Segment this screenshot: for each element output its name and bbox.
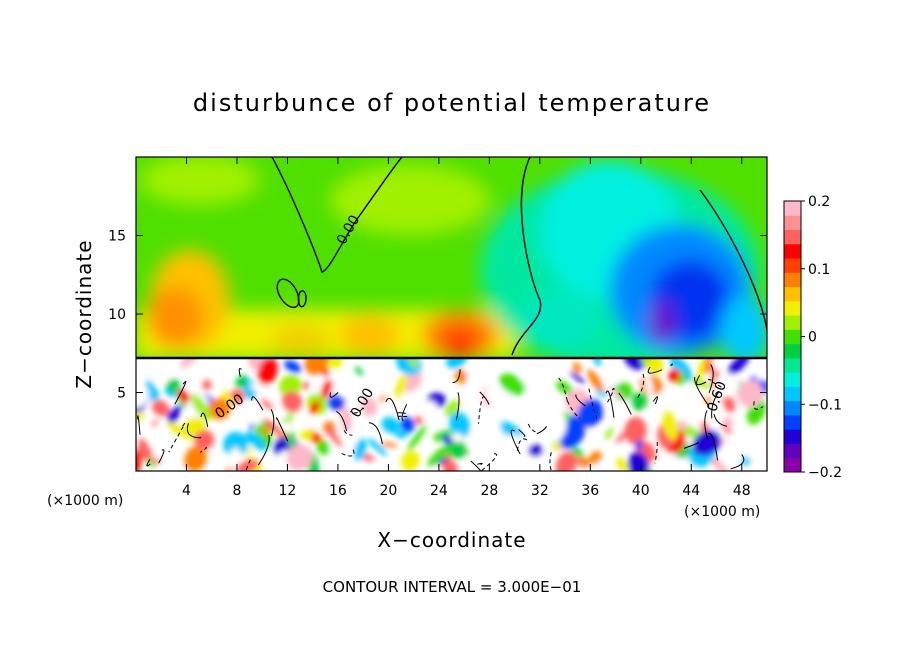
x-tick-label: 12 <box>279 483 297 499</box>
field-blob <box>340 315 400 355</box>
chart-title: disturbunce of potential temperature <box>193 89 711 117</box>
colorbar-swatch <box>784 244 801 259</box>
x-tick-label: 36 <box>581 483 599 499</box>
contour-line <box>397 413 405 414</box>
colorbar-swatch <box>784 272 801 287</box>
field-blob <box>270 324 330 356</box>
colorbar-swatch <box>784 215 801 230</box>
colorbar-tick-label: −0.2 <box>808 465 842 481</box>
field-blob <box>442 328 478 356</box>
y-tick-label: 15 <box>108 229 126 245</box>
field-blob <box>720 295 770 365</box>
x-unit-left: (×1000 m) <box>47 493 123 509</box>
colorbar-swatch <box>784 429 801 444</box>
colorbar-tick-label: 0.1 <box>808 262 830 278</box>
colorbar-swatch <box>784 386 801 401</box>
x-axis-label: X−coordinate <box>377 528 526 552</box>
colorbar-swatch <box>784 401 801 416</box>
colorbar-tick-label: −0.1 <box>808 397 842 413</box>
field-blob <box>140 155 260 205</box>
field-speck <box>650 460 657 472</box>
colorbar-swatch <box>784 315 801 330</box>
colorbar-swatch <box>784 329 801 344</box>
color-field <box>123 155 771 486</box>
colorbar-swatch <box>784 287 801 302</box>
field-blob <box>147 288 203 348</box>
colorbar-swatch <box>784 230 801 245</box>
colorbar-swatch <box>784 301 801 316</box>
x-unit-right: (×1000 m) <box>684 504 760 520</box>
x-tick-label: 16 <box>329 483 347 499</box>
x-tick-label: 28 <box>480 483 498 499</box>
colorbar-swatch <box>784 201 801 216</box>
x-tick-label: 8 <box>232 483 241 499</box>
colorbar-tick-label: 0.2 <box>808 194 830 210</box>
colorbar-swatch <box>784 415 801 430</box>
x-tick-label: 40 <box>632 483 650 499</box>
field-blob <box>520 290 600 350</box>
y-axis-label: Z−coordinate <box>72 239 96 388</box>
x-tick-label: 20 <box>379 483 397 499</box>
x-tick-label: 24 <box>430 483 448 499</box>
colorbar-swatch <box>784 443 801 458</box>
y-tick-label: 10 <box>108 307 126 323</box>
colorbar-swatch <box>784 344 801 359</box>
colorbar-swatch <box>784 458 801 473</box>
upper-layer <box>136 155 770 370</box>
field-blob <box>650 300 674 344</box>
colorbar-tick-label: 0 <box>808 330 817 346</box>
colorbar-swatch <box>784 258 801 273</box>
colorbar-swatch <box>784 372 801 387</box>
y-tick-label: 5 <box>117 386 126 402</box>
colorbar-swatch <box>784 358 801 373</box>
colorbar: 0.2 0.1 0 −0.1 −0.2 <box>784 194 842 481</box>
x-tick-label: 48 <box>733 483 751 499</box>
x-tick-label: 32 <box>531 483 549 499</box>
x-tick-label: 44 <box>682 483 700 499</box>
x-tick-label: 4 <box>182 483 191 499</box>
contour-interval-note: CONTOUR INTERVAL = 3.000E−01 <box>323 578 582 596</box>
